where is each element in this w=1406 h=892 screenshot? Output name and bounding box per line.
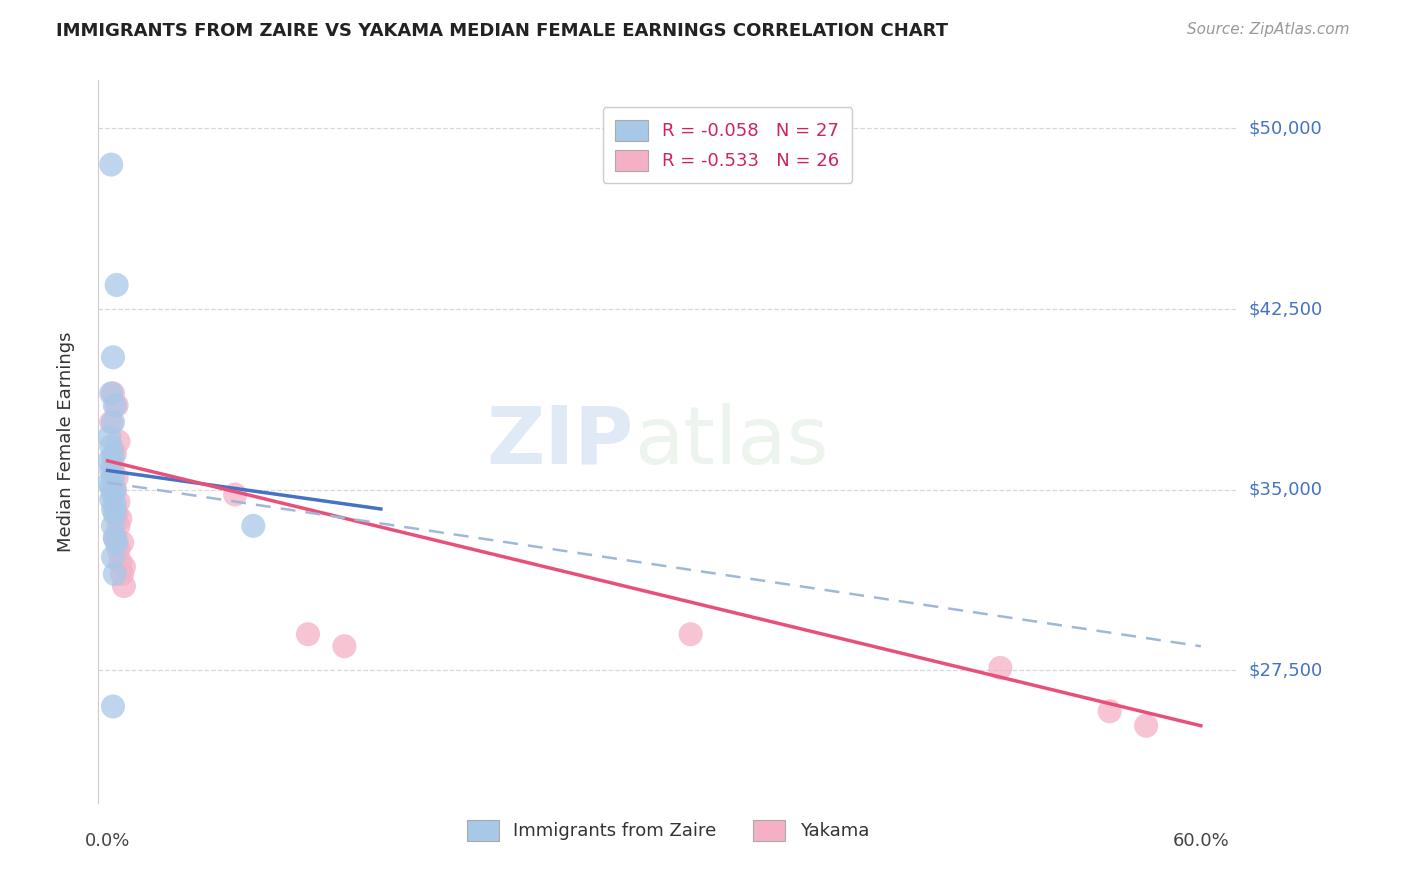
Point	[224, 487, 246, 501]
Point	[98, 475, 121, 490]
Point	[101, 487, 124, 501]
Point	[242, 518, 264, 533]
Point	[107, 542, 129, 557]
Text: $42,500: $42,500	[1249, 300, 1323, 318]
Point	[98, 430, 121, 444]
Point	[101, 415, 124, 429]
Y-axis label: Median Female Earnings: Median Female Earnings	[56, 331, 75, 552]
Text: ZIP: ZIP	[486, 402, 634, 481]
Point	[105, 470, 128, 484]
Point	[111, 535, 134, 549]
Text: $27,500: $27,500	[1249, 661, 1323, 680]
Point	[1098, 704, 1121, 718]
Point	[104, 497, 127, 511]
Point	[104, 483, 127, 497]
Point	[98, 454, 121, 468]
Point	[110, 555, 132, 569]
Point	[101, 458, 124, 473]
Point	[990, 661, 1012, 675]
Text: atlas: atlas	[634, 402, 828, 481]
Point	[104, 398, 127, 412]
Point	[100, 386, 122, 401]
Point	[101, 550, 124, 565]
Point	[679, 627, 702, 641]
Text: 0.0%: 0.0%	[84, 831, 131, 850]
Point	[104, 531, 127, 545]
Point	[104, 507, 127, 521]
Point	[101, 502, 124, 516]
Point	[105, 398, 128, 412]
Point	[112, 579, 135, 593]
Point	[104, 446, 127, 460]
Legend: Immigrants from Zaire, Yakama: Immigrants from Zaire, Yakama	[460, 813, 876, 848]
Point	[105, 507, 128, 521]
Point	[297, 627, 319, 641]
Point	[101, 350, 124, 364]
Point	[104, 483, 127, 497]
Point	[107, 434, 129, 449]
Point	[107, 494, 129, 508]
Point	[105, 277, 128, 292]
Text: $50,000: $50,000	[1249, 120, 1322, 137]
Point	[112, 559, 135, 574]
Point	[101, 386, 124, 401]
Text: Source: ZipAtlas.com: Source: ZipAtlas.com	[1187, 22, 1350, 37]
Text: IMMIGRANTS FROM ZAIRE VS YAKAMA MEDIAN FEMALE EARNINGS CORRELATION CHART: IMMIGRANTS FROM ZAIRE VS YAKAMA MEDIAN F…	[56, 22, 948, 40]
Point	[101, 449, 124, 463]
Point	[100, 415, 122, 429]
Point	[104, 567, 127, 582]
Text: $35,000: $35,000	[1249, 481, 1323, 499]
Point	[100, 439, 122, 453]
Point	[111, 567, 134, 582]
Point	[104, 531, 127, 545]
Point	[1135, 719, 1157, 733]
Point	[100, 480, 122, 494]
Point	[105, 535, 128, 549]
Point	[100, 157, 122, 171]
Point	[101, 470, 124, 484]
Text: 60.0%: 60.0%	[1173, 831, 1229, 850]
Point	[333, 639, 356, 653]
Point	[100, 463, 122, 477]
Point	[100, 492, 122, 507]
Point	[101, 518, 124, 533]
Point	[107, 518, 129, 533]
Point	[101, 699, 124, 714]
Point	[110, 511, 132, 525]
